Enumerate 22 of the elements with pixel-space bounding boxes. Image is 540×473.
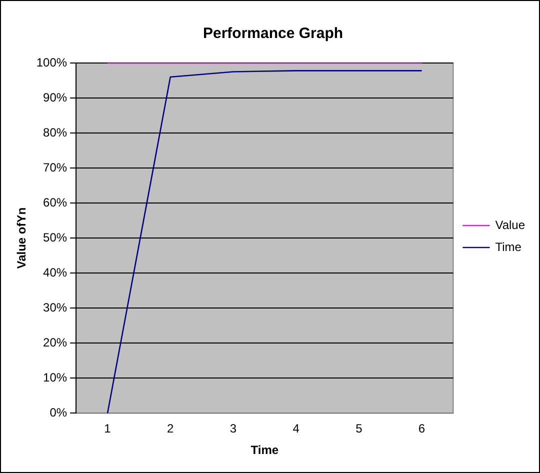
y-tick-label: 70% — [43, 160, 68, 174]
x-tick-label: 4 — [292, 422, 300, 436]
y-tick-label: 100% — [36, 55, 68, 70]
y-tick-label: 40% — [43, 265, 68, 280]
y-tick-label: 80% — [43, 125, 68, 140]
legend-label: Value — [495, 218, 526, 232]
y-axis-title: Value ofYn — [14, 207, 29, 269]
x-tick-label: 5 — [356, 422, 363, 436]
y-tick-label: 50% — [43, 230, 68, 244]
chart-title: Performance Graph — [202, 25, 344, 42]
y-tick-label: 0% — [50, 406, 68, 420]
x-tick-label: 3 — [230, 422, 237, 436]
legend-label: Time — [495, 240, 522, 254]
y-tick-label: 20% — [43, 335, 68, 350]
x-tick-label: 6 — [418, 422, 426, 436]
x-tick-label: 2 — [167, 422, 174, 436]
x-axis-title: Time — [250, 443, 279, 458]
x-tick-label: 1 — [104, 422, 112, 436]
y-tick-label: 90% — [43, 90, 68, 104]
y-tick-label: 30% — [43, 300, 68, 314]
y-tick-label: 10% — [43, 370, 68, 384]
y-tick-label: 60% — [43, 195, 68, 210]
